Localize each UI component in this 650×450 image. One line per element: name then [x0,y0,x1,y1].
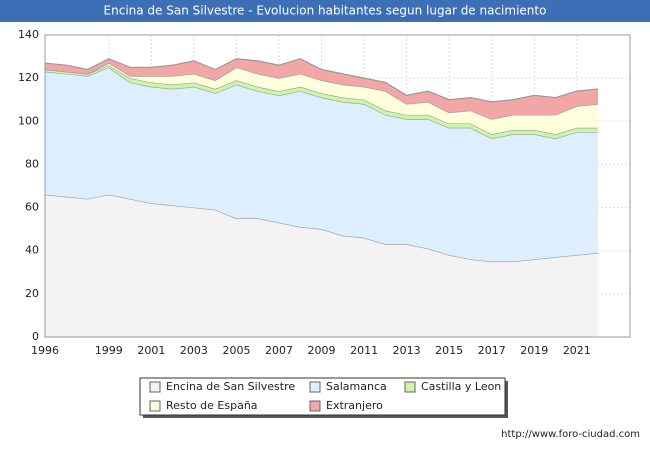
y-tick-label: 40 [25,244,39,257]
area [45,63,599,135]
x-tick-label: 2001 [137,344,165,357]
y-tick-label: 20 [25,287,39,300]
y-tick-label: 120 [18,71,39,84]
x-tick-label: 1996 [31,344,59,357]
x-tick-label: 2013 [393,344,421,357]
plot-border [44,34,631,338]
y-tick-label: 60 [25,201,39,214]
x-tick-label: 2011 [350,344,378,357]
legend-label: Castilla y Leon [421,380,501,393]
legend-swatch [309,400,321,412]
y-tick-label: 0 [32,330,39,343]
y-tick-label: 140 [18,28,39,41]
legend-box [139,377,506,416]
area-line [44,58,599,103]
legend-label: Salamanca [326,380,387,393]
area [45,58,599,120]
y-tick-label: 80 [25,157,39,170]
legend-label: Resto de España [166,399,258,412]
x-tick-label: 2003 [180,344,208,357]
x-tick-label: 2015 [435,344,463,357]
x-tick-label: 1999 [95,344,123,357]
x-tick-label: 2009 [308,344,336,357]
legend-label: Extranjero [326,399,383,412]
chart-title: Encina de San Silvestre - Evolucion habi… [104,4,547,18]
x-tick-label: 2017 [478,344,506,357]
x-tick-label: 2005 [222,344,250,357]
title-bar [0,0,650,22]
legend-swatch [404,381,416,393]
x-tick-label: 2019 [520,344,548,357]
legend-swatch [149,400,161,412]
footer: http://www.foro-ciudad.com [501,429,640,440]
legend-swatch [309,381,321,393]
x-tick-label: 2021 [563,344,591,357]
x-tick-label: 2007 [265,344,293,357]
area [45,67,599,262]
legend-label: Encina de San Silvestre [166,380,295,393]
legend-swatch [149,381,161,393]
area [45,194,599,337]
y-tick-label: 100 [18,114,39,127]
